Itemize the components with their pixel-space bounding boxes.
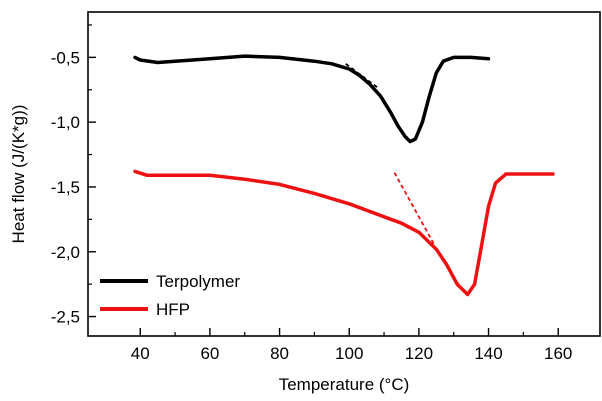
x-axis-ticks: 40 60 80 100 120 140 160 [131, 328, 572, 363]
series-line-hfp [133, 169, 555, 297]
tangent-line-hfp [393, 172, 436, 246]
x-axis-title: Temperature (°C) [279, 375, 410, 394]
plot-frame [87, 11, 601, 337]
x-tick-label: 160 [544, 344, 572, 363]
series-layer [133, 54, 555, 297]
y-tick-label: -1,0 [51, 113, 80, 132]
series-line-terpolymer [133, 54, 491, 144]
legend-label-hfp: HFP [156, 300, 190, 319]
y-tick-label: -2,5 [51, 308, 80, 327]
x-tick-label: 80 [270, 344, 289, 363]
legend: Terpolymer HFP [100, 272, 240, 319]
x-tick-label: 120 [405, 344, 433, 363]
x-tick-label: 60 [200, 344, 219, 363]
y-tick-label: -0,5 [51, 48, 80, 67]
legend-label-terpolymer: Terpolymer [156, 272, 240, 291]
y-tick-label: -2,0 [51, 243, 80, 262]
y-axis-ticks: -0,5 -1,0 -1,5 -2,0 -2,5 [51, 24, 96, 327]
x-tick-label: 140 [474, 344, 502, 363]
x-tick-label: 100 [335, 344, 363, 363]
y-axis-title: Heat flow (J/(K*g)) [9, 105, 28, 244]
x-tick-label: 40 [131, 344, 150, 363]
y-tick-label: -1,5 [51, 178, 80, 197]
